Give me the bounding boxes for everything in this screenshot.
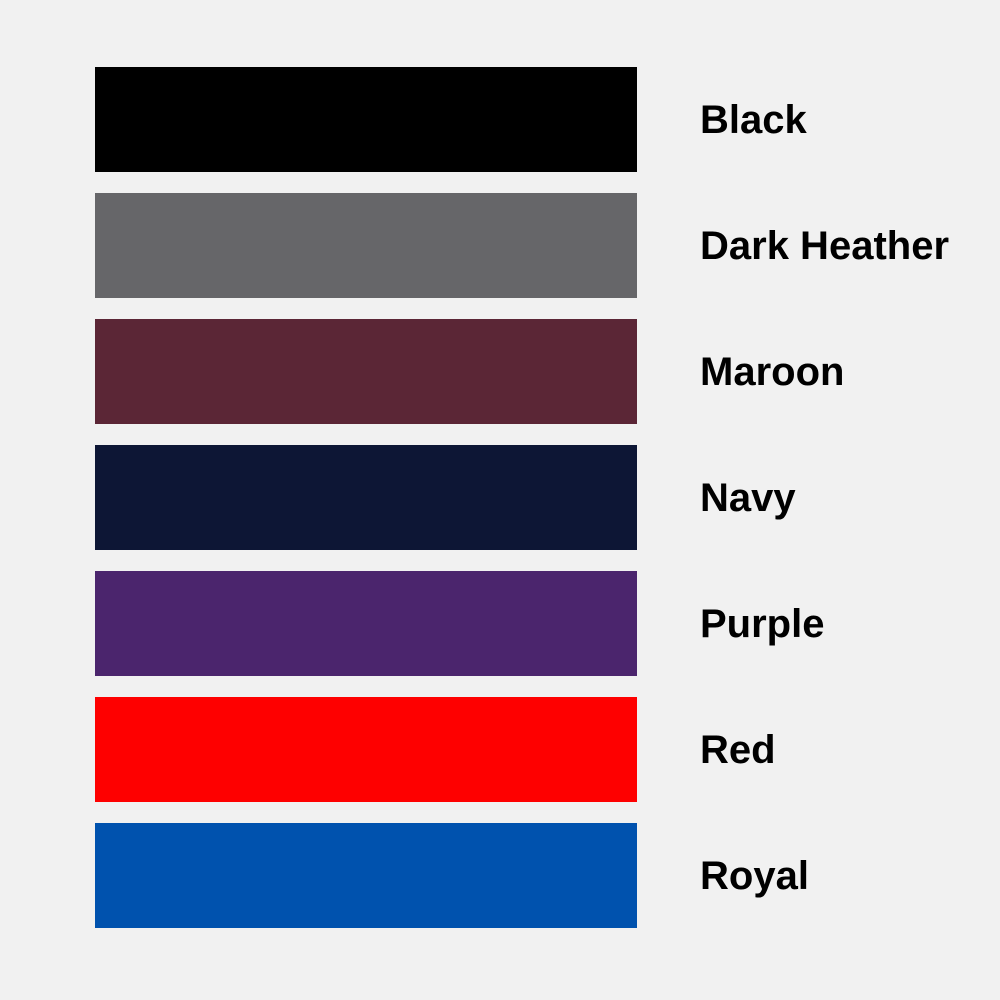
color-label-purple: Purple bbox=[700, 601, 825, 646]
swatch-row-maroon: Maroon bbox=[95, 319, 949, 424]
color-label-red: Red bbox=[700, 727, 776, 772]
color-swatch-navy bbox=[95, 445, 637, 550]
color-swatch-maroon bbox=[95, 319, 637, 424]
color-label-navy: Navy bbox=[700, 475, 796, 520]
color-swatch-black bbox=[95, 67, 637, 172]
color-swatch-purple bbox=[95, 571, 637, 676]
swatch-row-purple: Purple bbox=[95, 571, 949, 676]
color-label-black: Black bbox=[700, 97, 807, 142]
swatch-row-royal: Royal bbox=[95, 823, 949, 928]
color-label-dark-heather: Dark Heather bbox=[700, 223, 950, 268]
color-swatch-red bbox=[95, 697, 637, 802]
color-label-maroon: Maroon bbox=[700, 349, 845, 394]
swatch-row-navy: Navy bbox=[95, 445, 949, 550]
color-swatch-royal bbox=[95, 823, 637, 928]
color-swatch-dark-heather bbox=[95, 193, 637, 298]
swatch-row-dark-heather: Dark Heather bbox=[95, 193, 949, 298]
swatch-row-black: Black bbox=[95, 67, 949, 172]
color-swatch-list: Black Dark Heather Maroon Navy Purple Re… bbox=[95, 67, 949, 928]
swatch-row-red: Red bbox=[95, 697, 949, 802]
color-label-royal: Royal bbox=[700, 853, 809, 898]
